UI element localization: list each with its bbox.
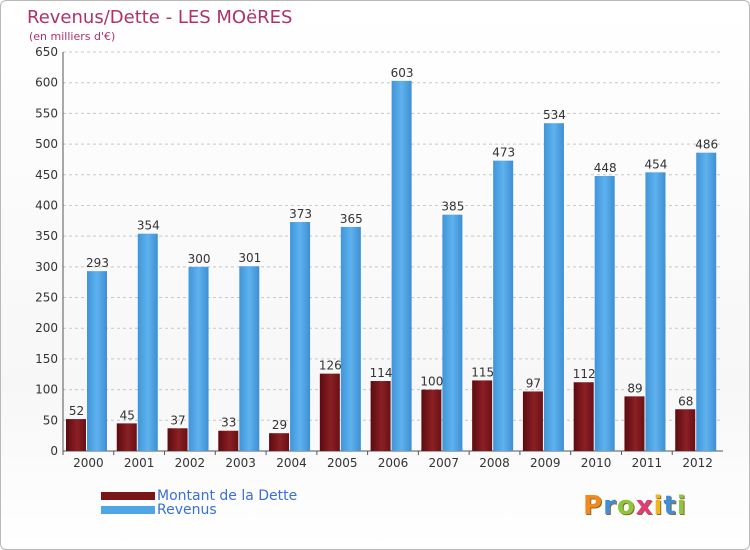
data-label-debt: 112 bbox=[573, 367, 596, 381]
logo-letter: x bbox=[635, 491, 654, 521]
bar-revenue bbox=[493, 160, 514, 452]
bar-debt bbox=[167, 428, 188, 451]
logo-letter: t bbox=[663, 491, 677, 521]
bar-revenue bbox=[87, 271, 107, 451]
bar-revenue bbox=[645, 172, 666, 451]
y-tick-label: 500 bbox=[35, 137, 58, 151]
bar-revenue bbox=[543, 123, 564, 452]
data-label-revenue: 373 bbox=[289, 207, 312, 221]
data-label-debt: 29 bbox=[272, 418, 287, 432]
bar-revenue bbox=[137, 233, 158, 451]
bar-revenue bbox=[391, 80, 412, 451]
y-tick-label: 350 bbox=[35, 229, 58, 243]
data-label-revenue: 300 bbox=[188, 252, 211, 266]
data-label-debt: 52 bbox=[69, 404, 84, 418]
data-label-debt: 97 bbox=[526, 376, 541, 390]
bar-revenue bbox=[239, 266, 260, 451]
bar-debt bbox=[370, 381, 391, 451]
logo-letter: o bbox=[616, 491, 636, 521]
y-tick-label: 400 bbox=[35, 198, 58, 212]
x-tick-label: 2003 bbox=[225, 456, 256, 470]
bar-debt bbox=[472, 380, 493, 451]
y-tick-label: 600 bbox=[35, 76, 58, 90]
data-label-revenue: 354 bbox=[137, 219, 160, 233]
bar-debt bbox=[116, 423, 137, 451]
data-label-debt: 33 bbox=[221, 416, 236, 430]
bar-debt bbox=[66, 419, 86, 451]
data-label-debt: 114 bbox=[370, 366, 393, 380]
y-tick-label: 50 bbox=[43, 413, 58, 427]
x-tick-label: 2001 bbox=[124, 456, 155, 470]
legend-item-revenue: Revenus bbox=[101, 501, 217, 518]
bar-revenue bbox=[696, 152, 717, 451]
x-tick-label: 2004 bbox=[276, 456, 307, 470]
data-label-revenue: 603 bbox=[391, 66, 414, 80]
data-label-revenue: 454 bbox=[645, 157, 668, 171]
y-tick-label: 550 bbox=[35, 106, 58, 120]
data-label-revenue: 385 bbox=[441, 200, 464, 214]
data-label-revenue: 301 bbox=[238, 251, 261, 265]
legend-item-debt: Montant de la Dette bbox=[101, 487, 298, 504]
bar-debt bbox=[522, 391, 543, 451]
bar-debt bbox=[319, 373, 340, 451]
bar-revenue bbox=[340, 226, 361, 451]
data-label-revenue: 365 bbox=[340, 212, 363, 226]
bar-debt bbox=[624, 396, 645, 451]
chart-subtitle: (en milliers d'€) bbox=[29, 30, 116, 43]
data-label-revenue: 293 bbox=[86, 256, 109, 270]
bar-revenue bbox=[594, 175, 615, 451]
bar-revenue bbox=[188, 266, 209, 451]
x-tick-label: 2011 bbox=[632, 456, 663, 470]
data-label-debt: 68 bbox=[678, 394, 693, 408]
y-tick-label: 150 bbox=[35, 352, 58, 366]
data-label-debt: 115 bbox=[471, 365, 494, 379]
x-tick-label: 2006 bbox=[378, 456, 409, 470]
bar-debt bbox=[421, 389, 442, 451]
data-label-revenue: 448 bbox=[594, 161, 617, 175]
data-label-debt: 100 bbox=[420, 375, 443, 389]
legend-swatch-revenue bbox=[101, 505, 155, 514]
x-tick-label: 2008 bbox=[479, 456, 510, 470]
y-tick-label: 650 bbox=[35, 45, 58, 59]
bar-debt bbox=[573, 382, 594, 451]
x-tick-label: 2002 bbox=[175, 456, 206, 470]
x-tick-label: 2000 bbox=[73, 456, 104, 470]
bar-debt bbox=[218, 430, 239, 451]
bar-debt bbox=[269, 433, 290, 451]
y-tick-label: 100 bbox=[35, 383, 58, 397]
logo-letter: P bbox=[583, 491, 604, 521]
proxiti-logo: Proxiti bbox=[583, 491, 687, 521]
y-tick-label: 300 bbox=[35, 260, 58, 274]
y-tick-label: 200 bbox=[35, 321, 58, 335]
bar-debt bbox=[675, 409, 696, 451]
data-label-revenue: 534 bbox=[543, 108, 566, 122]
legend-swatch-debt bbox=[101, 491, 155, 500]
x-tick-label: 2005 bbox=[327, 456, 358, 470]
legend-label-revenue: Revenus bbox=[157, 501, 217, 518]
data-label-debt: 89 bbox=[627, 381, 642, 395]
data-label-debt: 45 bbox=[120, 408, 135, 422]
data-label-debt: 126 bbox=[319, 359, 342, 373]
data-label-revenue: 486 bbox=[695, 138, 718, 152]
data-label-revenue: 473 bbox=[492, 146, 515, 160]
x-tick-label: 2007 bbox=[428, 456, 459, 470]
bar-revenue bbox=[442, 214, 463, 451]
x-tick-label: 2010 bbox=[581, 456, 612, 470]
x-tick-label: 2012 bbox=[682, 456, 713, 470]
data-label-debt: 37 bbox=[170, 413, 185, 427]
legend-label-debt: Montant de la Dette bbox=[157, 487, 298, 504]
x-tick-label: 2009 bbox=[530, 456, 561, 470]
y-tick-label: 450 bbox=[35, 168, 58, 182]
logo-letter: r bbox=[603, 491, 617, 521]
chart-title: Revenus/Dette - LES MOëRES bbox=[27, 7, 293, 28]
logo-letter: i bbox=[676, 491, 687, 521]
y-tick-label: 250 bbox=[35, 291, 58, 305]
bar-revenue bbox=[290, 222, 311, 451]
y-tick-label: 0 bbox=[50, 444, 58, 458]
logo-letter: i bbox=[653, 491, 664, 521]
